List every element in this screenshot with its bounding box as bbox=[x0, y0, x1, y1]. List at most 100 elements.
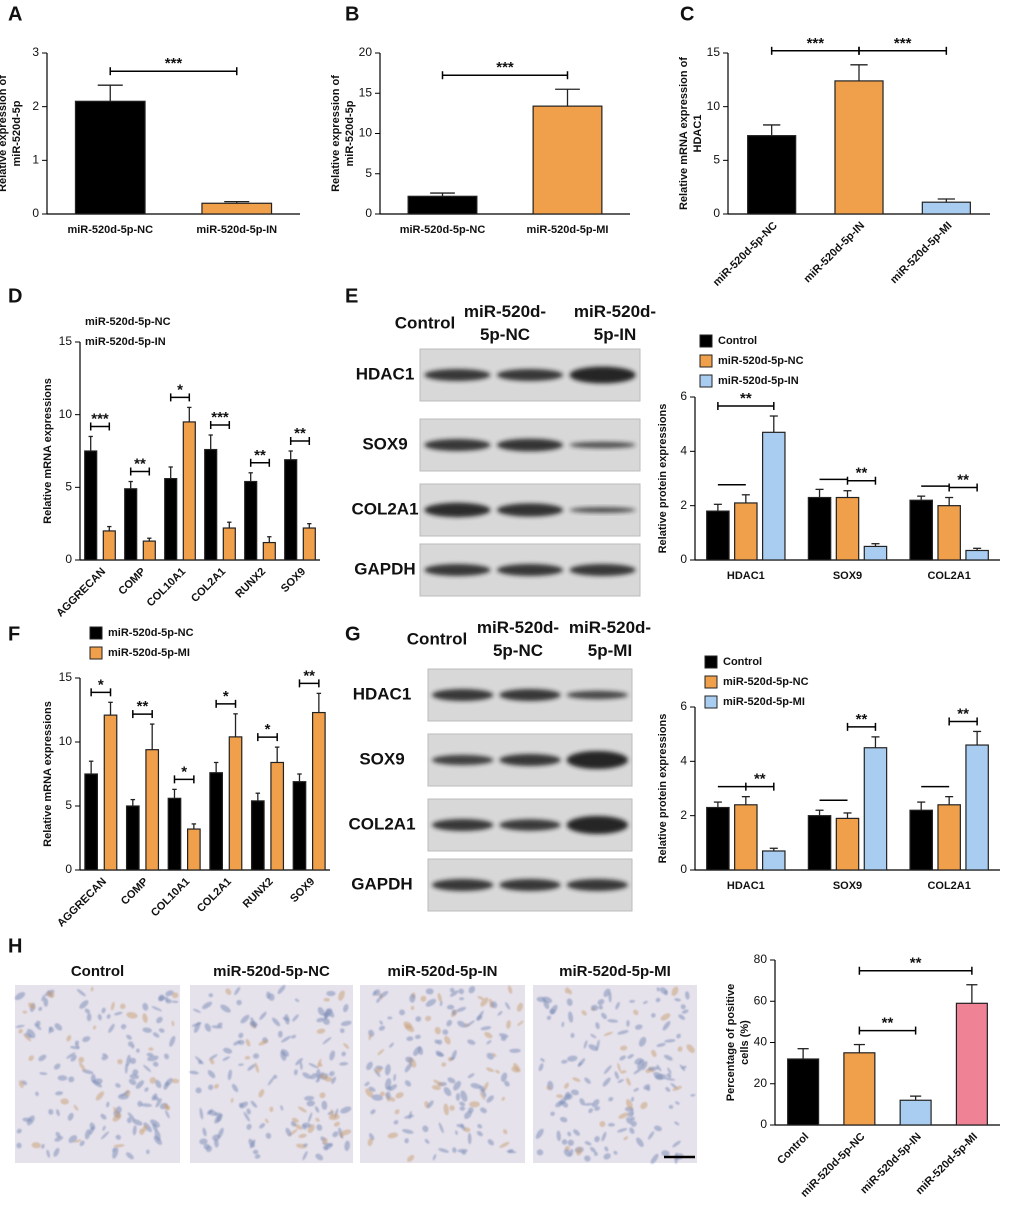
cell bbox=[631, 1096, 635, 1102]
cell bbox=[439, 1000, 443, 1007]
cell bbox=[48, 1026, 52, 1034]
cell bbox=[142, 1124, 148, 1133]
cell bbox=[281, 1035, 292, 1043]
cell bbox=[668, 1104, 674, 1109]
bar bbox=[921, 201, 971, 215]
cell bbox=[564, 987, 570, 994]
cell bbox=[120, 1024, 127, 1030]
cell bbox=[399, 1009, 406, 1016]
cell bbox=[165, 1110, 170, 1119]
cell bbox=[511, 1066, 520, 1073]
cell bbox=[667, 1067, 672, 1075]
cell bbox=[222, 1056, 231, 1061]
cell bbox=[415, 1016, 422, 1022]
error-bar bbox=[713, 503, 722, 512]
cell bbox=[326, 990, 336, 997]
x-tick-label: RUNX2 bbox=[233, 566, 268, 601]
cell bbox=[467, 1073, 475, 1079]
bar bbox=[863, 747, 888, 871]
cell bbox=[113, 1144, 125, 1148]
significance-label: ** bbox=[134, 455, 146, 472]
cell bbox=[384, 1064, 391, 1076]
cell bbox=[244, 1055, 251, 1060]
bar bbox=[937, 505, 961, 561]
cell bbox=[153, 1096, 160, 1101]
cell bbox=[280, 1050, 287, 1061]
error-bar bbox=[213, 761, 219, 773]
cell bbox=[264, 1118, 269, 1124]
y-axis-label: Relative expression of bbox=[0, 75, 9, 192]
cell bbox=[15, 1024, 25, 1028]
blot-band bbox=[432, 754, 494, 766]
bar bbox=[103, 714, 118, 871]
cell bbox=[536, 1149, 544, 1156]
cell bbox=[131, 1044, 135, 1049]
cell bbox=[443, 1087, 452, 1097]
cell bbox=[568, 1011, 574, 1023]
cell bbox=[506, 1020, 511, 1029]
cell bbox=[627, 1054, 634, 1059]
blot-band bbox=[424, 369, 491, 381]
cell bbox=[68, 1135, 78, 1143]
cell bbox=[463, 1127, 471, 1133]
band-label: HDAC1 bbox=[353, 684, 412, 703]
cell bbox=[577, 1062, 582, 1067]
cell bbox=[344, 1140, 350, 1152]
lane-label: 5p-NC bbox=[493, 641, 543, 660]
error-bar bbox=[843, 490, 852, 498]
cell bbox=[46, 1149, 50, 1158]
error-bar bbox=[274, 746, 280, 763]
significance-label: ** bbox=[303, 667, 315, 684]
cell bbox=[212, 1134, 221, 1141]
cell bbox=[38, 1054, 47, 1062]
cell bbox=[132, 1119, 143, 1126]
bar bbox=[167, 797, 182, 871]
cell bbox=[315, 1078, 321, 1083]
cell bbox=[322, 1145, 329, 1151]
cell bbox=[464, 1110, 472, 1119]
cell bbox=[469, 1101, 480, 1108]
cell bbox=[406, 1036, 414, 1042]
cell bbox=[38, 1006, 43, 1011]
cell bbox=[106, 1014, 111, 1019]
cell bbox=[127, 1112, 136, 1121]
cell bbox=[302, 1122, 312, 1128]
cell bbox=[245, 1038, 251, 1047]
cell bbox=[535, 1128, 544, 1139]
cell bbox=[443, 1103, 449, 1116]
cell bbox=[666, 1073, 672, 1078]
cell bbox=[266, 991, 271, 999]
cell bbox=[26, 1115, 35, 1126]
legend-label: miR-520d-5p-IN bbox=[718, 375, 799, 387]
cell bbox=[449, 1105, 455, 1111]
lane-label: miR-520d- bbox=[574, 302, 656, 321]
cell bbox=[93, 1078, 103, 1085]
x-tick-label: HDAC1 bbox=[727, 880, 765, 892]
cell bbox=[409, 993, 416, 1003]
y-tick-label: 2 bbox=[680, 498, 687, 512]
cell bbox=[414, 1034, 421, 1039]
cell bbox=[343, 1042, 350, 1049]
x-tick-label: SOX9 bbox=[833, 570, 862, 582]
cell bbox=[603, 1031, 613, 1036]
error-bar bbox=[769, 415, 778, 433]
y-tick-label: 10 bbox=[359, 126, 373, 140]
y-tick-label: 6 bbox=[680, 699, 687, 713]
bar bbox=[312, 711, 326, 871]
blot-band bbox=[569, 441, 636, 449]
cell bbox=[581, 1010, 587, 1016]
cell bbox=[477, 1123, 483, 1129]
cell bbox=[379, 1020, 383, 1025]
bar bbox=[74, 100, 146, 215]
y-tick-label: 20 bbox=[754, 1076, 768, 1090]
cell bbox=[500, 1036, 507, 1042]
cell bbox=[60, 1098, 69, 1105]
cell bbox=[589, 1146, 596, 1153]
cell bbox=[627, 1111, 634, 1118]
bar bbox=[145, 749, 160, 871]
cell bbox=[561, 1101, 569, 1108]
cell bbox=[102, 1125, 106, 1131]
y-tick-label: 0 bbox=[713, 206, 720, 220]
cell bbox=[252, 1149, 259, 1155]
cell bbox=[395, 1092, 404, 1099]
